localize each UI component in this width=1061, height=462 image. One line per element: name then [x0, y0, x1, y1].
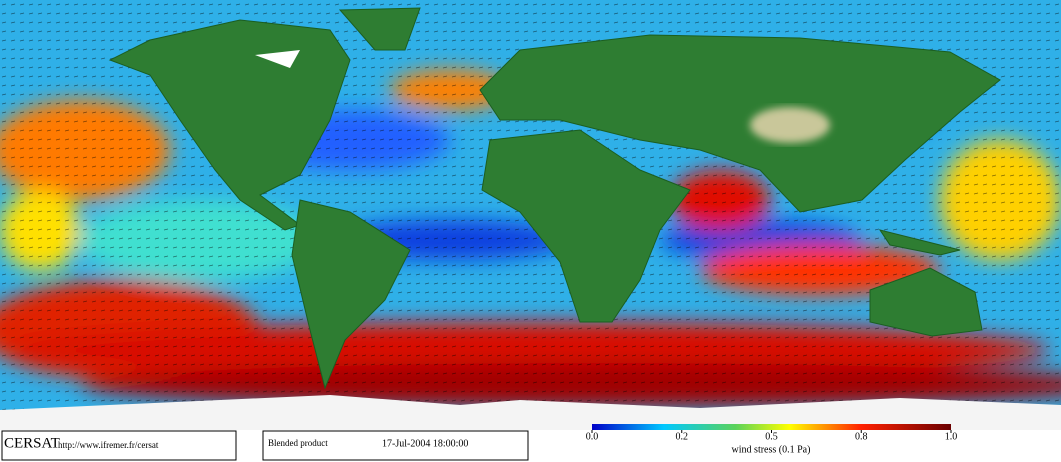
info-box [262, 430, 529, 461]
colorbar-tick-label: 0.8 [855, 431, 868, 442]
logo: CERSAT [4, 435, 60, 451]
product: Blended product [268, 438, 328, 448]
colorbar-tick-label: 0.0 [586, 431, 599, 442]
url: http://www.ifremer.fr/cersat [58, 440, 159, 450]
colorbar-tick-label: 0.2 [676, 431, 689, 442]
logo-box [1, 430, 237, 461]
colorbar-title: wind stress (0.1 Pa) [732, 444, 811, 455]
datetime: 17-Jul-2004 18:00:00 [382, 438, 468, 449]
colorbar [592, 424, 951, 430]
colorbar-tick-label: 0.5 [765, 431, 778, 442]
colorbar-tick-label: 1.0 [945, 431, 958, 442]
map [0, 0, 1061, 430]
